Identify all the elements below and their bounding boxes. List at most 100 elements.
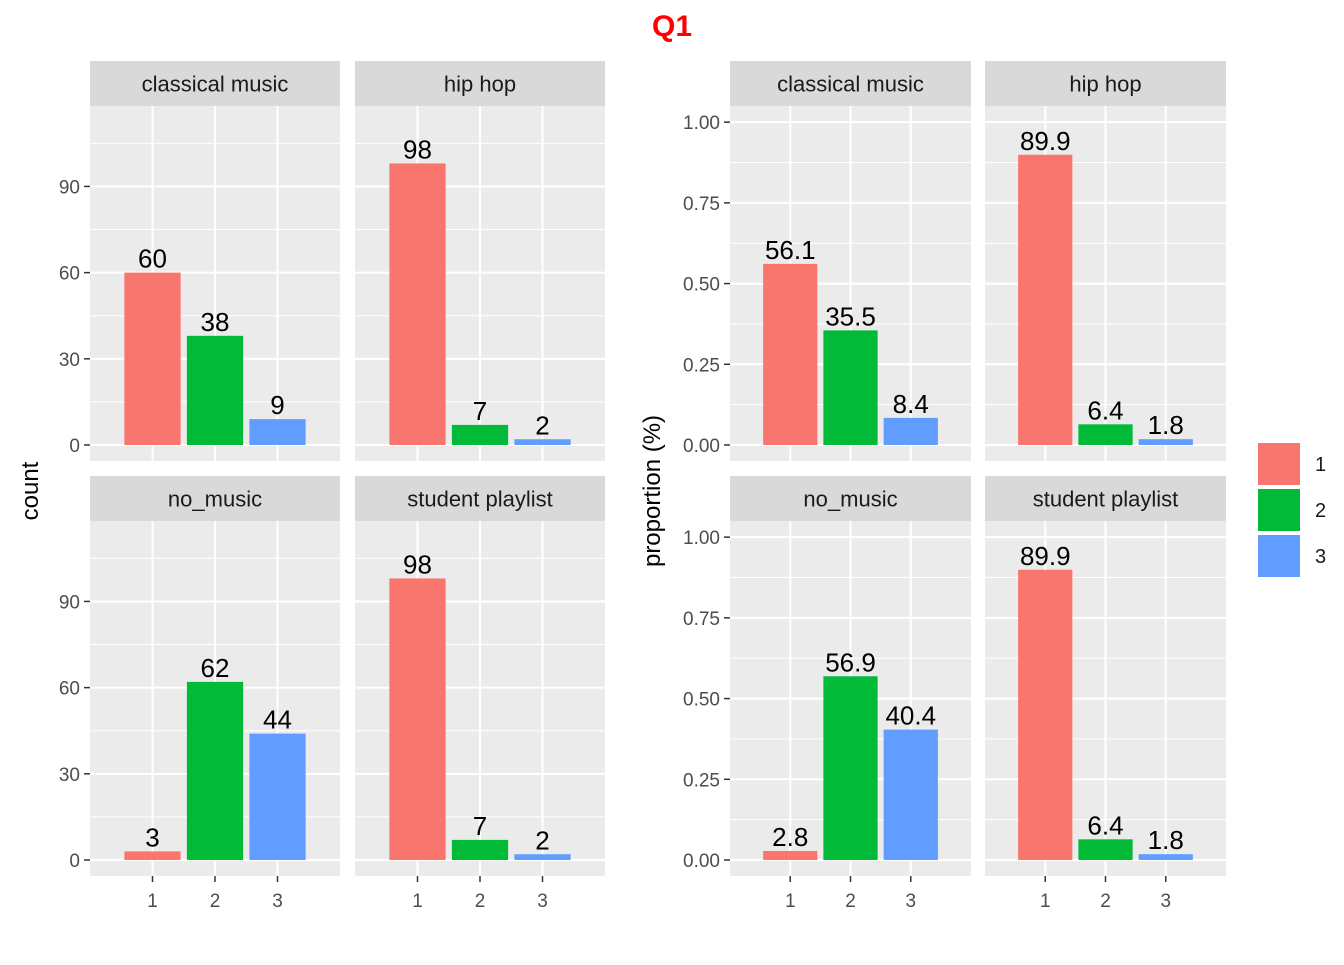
- facet-strip-label: student playlist: [407, 487, 553, 512]
- facet-strip-label: no_music: [803, 487, 897, 512]
- bar-value-label: 35.5: [825, 301, 876, 331]
- y-axis-title: count: [17, 461, 44, 520]
- bar-2: [1078, 839, 1133, 860]
- legend-label: 1: [1315, 454, 1326, 476]
- bar-value-label: 89.9: [1020, 541, 1071, 571]
- y-tick-label: 0: [69, 851, 80, 872]
- x-tick-label: 1: [785, 891, 796, 912]
- y-tick-label: 30: [59, 765, 80, 786]
- y-tick-label: 0.75: [683, 194, 720, 215]
- bar-value-label: 2: [535, 410, 549, 440]
- x-tick-label: 3: [905, 891, 916, 912]
- legend-key-2: [1256, 487, 1302, 533]
- bar-value-label: 44: [263, 705, 292, 735]
- bar-2: [1078, 424, 1133, 445]
- bar-2: [186, 335, 244, 445]
- facet-strip: [730, 61, 971, 106]
- bar-1: [389, 163, 446, 445]
- bar-3: [1138, 854, 1193, 860]
- y-tick-label: 60: [59, 679, 80, 700]
- facet-strip-label: classical music: [142, 72, 289, 97]
- bar-value-label: 40.4: [885, 701, 936, 731]
- bar-3: [883, 417, 938, 445]
- bar-value-label: 62: [201, 653, 230, 683]
- y-tick-label: 0.75: [683, 609, 720, 630]
- facet-strip: [985, 61, 1226, 106]
- legend-key-1: [1256, 441, 1302, 487]
- facet-strip-label: hip hop: [444, 72, 516, 97]
- y-tick-label: 0: [69, 436, 80, 457]
- facet-strip: [90, 476, 340, 521]
- facet-strip: [90, 61, 340, 106]
- bar-1: [763, 850, 818, 860]
- bar-value-label: 8.4: [893, 389, 929, 419]
- y-tick-label: 1.00: [683, 528, 720, 549]
- bar-value-label: 6.4: [1087, 395, 1123, 425]
- bar-3: [1138, 439, 1193, 445]
- facet-strip: [355, 61, 605, 106]
- x-tick-label: 2: [210, 891, 221, 912]
- facet-strip-label: student playlist: [1033, 487, 1179, 512]
- bar-value-label: 7: [473, 396, 487, 426]
- y-axis-title: proportion (%): [639, 415, 666, 567]
- facet-strip-label: no_music: [168, 487, 262, 512]
- bar-value-label: 9: [270, 390, 284, 420]
- bar-value-label: 1.8: [1148, 410, 1184, 440]
- bar-1: [124, 851, 181, 860]
- bar-2: [823, 676, 878, 860]
- y-tick-label: 60: [59, 264, 80, 285]
- x-tick-label: 3: [1160, 891, 1171, 912]
- x-tick-label: 3: [537, 891, 548, 912]
- bar-2: [451, 839, 509, 860]
- bar-value-label: 98: [403, 134, 432, 164]
- bar-2: [823, 330, 878, 445]
- bar-1: [1018, 154, 1073, 445]
- bar-value-label: 2: [535, 825, 549, 855]
- bar-3: [514, 854, 571, 860]
- facet-strip-label: classical music: [777, 72, 924, 97]
- bar-value-label: 89.9: [1020, 126, 1071, 156]
- chart-title: Q1: [652, 10, 692, 43]
- bar-value-label: 56.9: [825, 647, 876, 677]
- x-tick-label: 2: [475, 891, 486, 912]
- facet-strip: [730, 476, 971, 521]
- legend-key-3: [1256, 533, 1302, 579]
- y-tick-label: 0.25: [683, 770, 720, 791]
- bar-value-label: 3: [145, 822, 159, 852]
- x-tick-label: 3: [272, 891, 283, 912]
- bar-1: [763, 263, 818, 445]
- x-tick-label: 2: [1100, 891, 1111, 912]
- y-tick-label: 0.50: [683, 275, 720, 296]
- y-tick-label: 90: [59, 177, 80, 198]
- legend-label: 2: [1315, 500, 1326, 522]
- y-tick-label: 30: [59, 350, 80, 371]
- bar-value-label: 98: [403, 549, 432, 579]
- x-tick-label: 1: [1040, 891, 1051, 912]
- legend-label: 3: [1315, 546, 1326, 568]
- bar-1: [389, 578, 446, 860]
- bar-3: [883, 729, 938, 860]
- y-tick-label: 0.00: [683, 851, 720, 872]
- bar-3: [249, 733, 306, 860]
- bar-3: [249, 419, 306, 445]
- x-tick-label: 2: [845, 891, 856, 912]
- bar-value-label: 6.4: [1087, 810, 1123, 840]
- bar-2: [451, 424, 509, 445]
- bar-value-label: 7: [473, 811, 487, 841]
- y-tick-label: 0.50: [683, 690, 720, 711]
- bar-1: [1018, 569, 1073, 860]
- y-tick-label: 1.00: [683, 113, 720, 134]
- facet-strip: [985, 476, 1226, 521]
- bar-3: [514, 439, 571, 445]
- bar-value-label: 2.8: [772, 822, 808, 852]
- x-tick-label: 1: [412, 891, 423, 912]
- facet-strip: [355, 476, 605, 521]
- bar-value-label: 56.1: [765, 235, 816, 265]
- bar-value-label: 60: [138, 244, 167, 274]
- facet-strip-label: hip hop: [1069, 72, 1141, 97]
- bar-value-label: 38: [201, 307, 230, 337]
- bar-2: [186, 681, 244, 860]
- y-tick-label: 0.25: [683, 355, 720, 376]
